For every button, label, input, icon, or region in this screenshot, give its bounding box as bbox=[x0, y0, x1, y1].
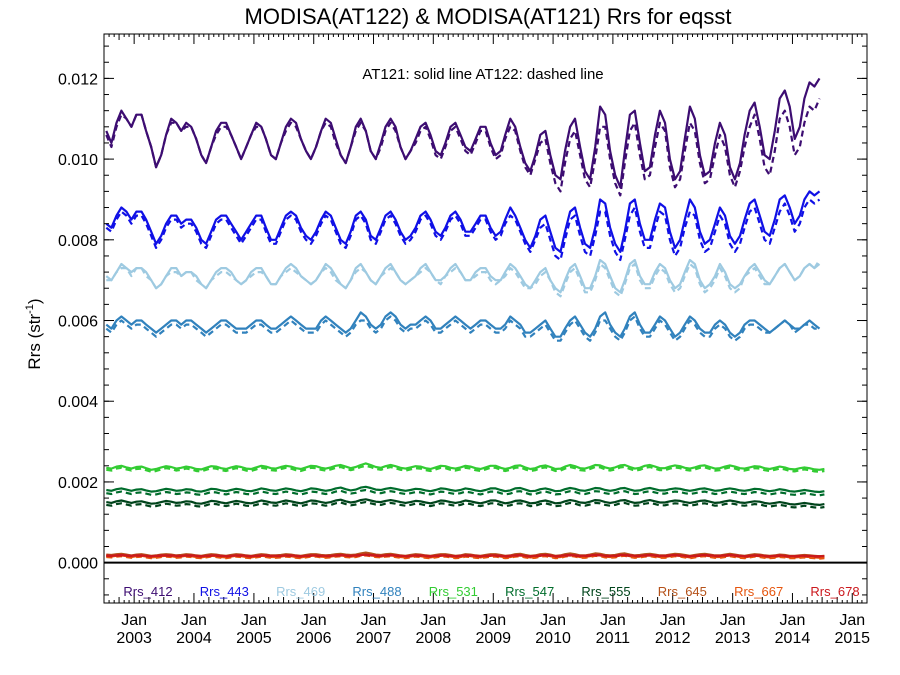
legend-entry-rrs-678: Rrs_678 bbox=[810, 584, 859, 599]
x-tick-year-label: 2004 bbox=[176, 630, 212, 647]
x-tick-year-label: 2013 bbox=[715, 630, 751, 647]
x-tick-month-label: Jan bbox=[600, 612, 626, 629]
y-tick-label: 0.010 bbox=[58, 152, 98, 169]
legend-entry-rrs-443: Rrs_443 bbox=[200, 584, 249, 599]
x-tick-month-label: Jan bbox=[780, 612, 806, 629]
y-axis-label: Rrs (str-1) bbox=[24, 298, 44, 369]
line-style-note: AT121: solid line AT122: dashed line bbox=[362, 66, 603, 83]
x-tick-year-label: 2007 bbox=[356, 630, 392, 647]
x-tick-month-label: Jan bbox=[480, 612, 506, 629]
y-tick-label: 0.008 bbox=[58, 233, 98, 250]
series-rrs-547-solid bbox=[106, 485, 825, 494]
series-rrs-443-dashed bbox=[105, 198, 821, 262]
chart-title: MODISA(AT122) & MODISA(AT121) Rrs for eq… bbox=[245, 4, 732, 29]
x-tick-month-label: Jan bbox=[361, 612, 387, 629]
x-tick-month-label: Jan bbox=[540, 612, 566, 629]
series-rrs-469-dashed bbox=[106, 259, 821, 298]
x-tick-year-label: 2012 bbox=[655, 630, 691, 647]
x-tick-year-label: 2011 bbox=[596, 630, 631, 647]
x-tick-month-label: Jan bbox=[181, 612, 207, 629]
legend-entry-rrs-645: Rrs_645 bbox=[658, 584, 707, 599]
series-rrs-412-dashed bbox=[105, 98, 821, 197]
x-tick-year-label: 2006 bbox=[296, 630, 332, 647]
legend-entry-rrs-531: Rrs_531 bbox=[429, 584, 478, 599]
plot-lines bbox=[105, 77, 825, 560]
x-tick-year-label: 2014 bbox=[775, 630, 811, 647]
series-rrs-531-dashed bbox=[106, 464, 825, 473]
series-rrs-555-dashed bbox=[106, 501, 825, 509]
series-rrs-412-solid bbox=[105, 77, 821, 189]
x-tick-year-label: 2010 bbox=[535, 630, 571, 647]
x-tick-month-label: Jan bbox=[301, 612, 327, 629]
plot-frame bbox=[103, 33, 868, 604]
x-tick-year-label: 2003 bbox=[116, 630, 152, 647]
legend-entry-rrs-488: Rrs_488 bbox=[352, 584, 401, 599]
x-tick-year-label: 2008 bbox=[416, 630, 452, 647]
y-axis-label-exponent: -1 bbox=[24, 304, 36, 314]
y-tick-label: 0.006 bbox=[58, 314, 98, 331]
x-tick-month-label: Jan bbox=[839, 612, 865, 629]
y-tick-label: 0.012 bbox=[58, 71, 98, 88]
series-rrs-678-dashed bbox=[106, 553, 825, 558]
series-rrs-469-solid bbox=[105, 258, 821, 294]
x-tick-month-label: Jan bbox=[660, 612, 686, 629]
series-rrs-488-solid bbox=[105, 311, 821, 338]
x-tick-month-label: Jan bbox=[720, 612, 746, 629]
x-tick-year-label: 2005 bbox=[236, 630, 272, 647]
legend-entry-rrs-547: Rrs_547 bbox=[505, 584, 554, 599]
axes: 0.0000.0020.0040.0060.0080.0100.012Jan20… bbox=[58, 33, 870, 647]
legend: Rrs_412 Rrs_443 Rrs_469 Rrs_488 Rrs_531 Rrs_5… bbox=[123, 584, 859, 599]
legend-entry-rrs-667: Rrs_667 bbox=[734, 584, 783, 599]
series-rrs-488-dashed bbox=[105, 315, 820, 342]
series-rrs-443-solid bbox=[105, 190, 821, 253]
series-rrs-531-solid bbox=[106, 462, 825, 471]
legend-entry-rrs-412: Rrs_412 bbox=[123, 584, 172, 599]
series-rrs-555-solid bbox=[106, 498, 825, 506]
x-tick-month-label: Jan bbox=[121, 612, 147, 629]
x-tick-year-label: 2009 bbox=[475, 630, 511, 647]
y-axis-label-close: ) bbox=[25, 298, 44, 304]
x-tick-month-label: Jan bbox=[420, 612, 446, 629]
series-rrs-547-dashed bbox=[106, 488, 825, 497]
legend-entry-rrs-555: Rrs_555 bbox=[581, 584, 630, 599]
y-tick-label: 0.004 bbox=[58, 394, 98, 411]
y-tick-label: 0.000 bbox=[58, 556, 98, 573]
x-tick-month-label: Jan bbox=[241, 612, 267, 629]
y-axis-label-main: Rrs (str bbox=[25, 314, 44, 370]
x-tick-year-label: 2015 bbox=[834, 630, 870, 647]
legend-entry-rrs-469: Rrs_469 bbox=[276, 584, 325, 599]
y-tick-label: 0.002 bbox=[58, 475, 98, 492]
